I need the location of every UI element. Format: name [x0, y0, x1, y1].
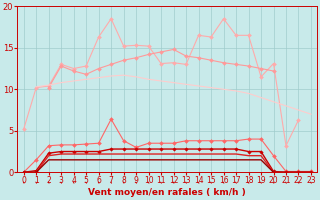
X-axis label: Vent moyen/en rafales ( km/h ): Vent moyen/en rafales ( km/h ) — [88, 188, 246, 197]
